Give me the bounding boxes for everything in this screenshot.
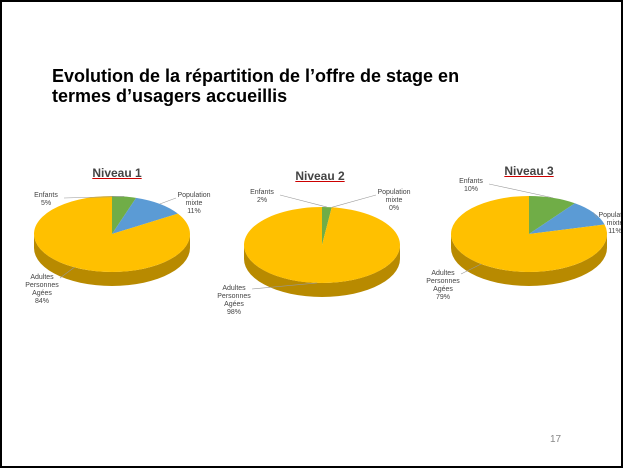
leader-line	[460, 263, 482, 275]
label-value: 84%	[34, 298, 49, 305]
label-name: Adultes Personnes Agées	[25, 274, 59, 297]
pie-slice	[243, 207, 400, 284]
pie-side	[34, 234, 190, 286]
pie-side	[451, 234, 607, 286]
label-value: 0%	[388, 205, 400, 212]
pie-slice	[33, 196, 190, 272]
chart-title: Niveau 3	[504, 164, 554, 178]
data-label: Enfants 2%	[239, 189, 285, 205]
chart-title: Niveau 1	[92, 166, 142, 180]
pie-slice	[322, 207, 332, 245]
data-label: Population mixte 0%	[371, 189, 417, 213]
data-label: Enfants 5%	[23, 192, 69, 208]
leader-line	[59, 267, 75, 279]
label-value: 2%	[256, 197, 268, 204]
label-value: 79%	[435, 294, 450, 301]
chart-title: Niveau 2	[295, 169, 345, 183]
leader-line	[251, 282, 318, 290]
label-value: 11%	[187, 208, 201, 215]
pie-slice	[451, 196, 607, 272]
slide-title: Evolution de la répartition de l’offre d…	[52, 66, 460, 106]
label-name: Population mixte	[598, 212, 623, 227]
pie-slice	[529, 196, 575, 234]
label-value: 10%	[463, 186, 478, 193]
label-name: Enfants	[34, 192, 58, 199]
leader-line	[159, 197, 177, 205]
pie-slice	[112, 196, 137, 234]
pie-side	[244, 245, 400, 297]
data-label: Enfants 10%	[448, 178, 494, 194]
label-name: Adultes Personnes Agées	[426, 270, 460, 293]
leader-line	[331, 194, 377, 208]
label-name: Enfants	[250, 189, 274, 196]
leader-line	[488, 183, 554, 199]
page-number: 17	[550, 434, 562, 445]
pie-slice	[529, 203, 605, 234]
leader-line	[63, 196, 125, 199]
label-name: Population mixte	[177, 192, 211, 207]
pie-slice	[112, 197, 178, 234]
leader-line	[593, 212, 598, 219]
data-label: Adultes Personnes Agées 79%	[420, 270, 466, 302]
label-value: 98%	[226, 309, 241, 316]
label-value: 11%	[608, 228, 622, 235]
label-name: Enfants	[459, 178, 483, 185]
label-name: Adultes Personnes Agées	[217, 285, 251, 308]
data-label: Adultes Personnes Agées 98%	[211, 285, 257, 317]
data-label: Adultes Personnes Agées 84%	[19, 274, 65, 306]
label-name: Population mixte	[377, 189, 411, 204]
leader-line	[279, 194, 327, 208]
label-value: 5%	[40, 200, 52, 207]
